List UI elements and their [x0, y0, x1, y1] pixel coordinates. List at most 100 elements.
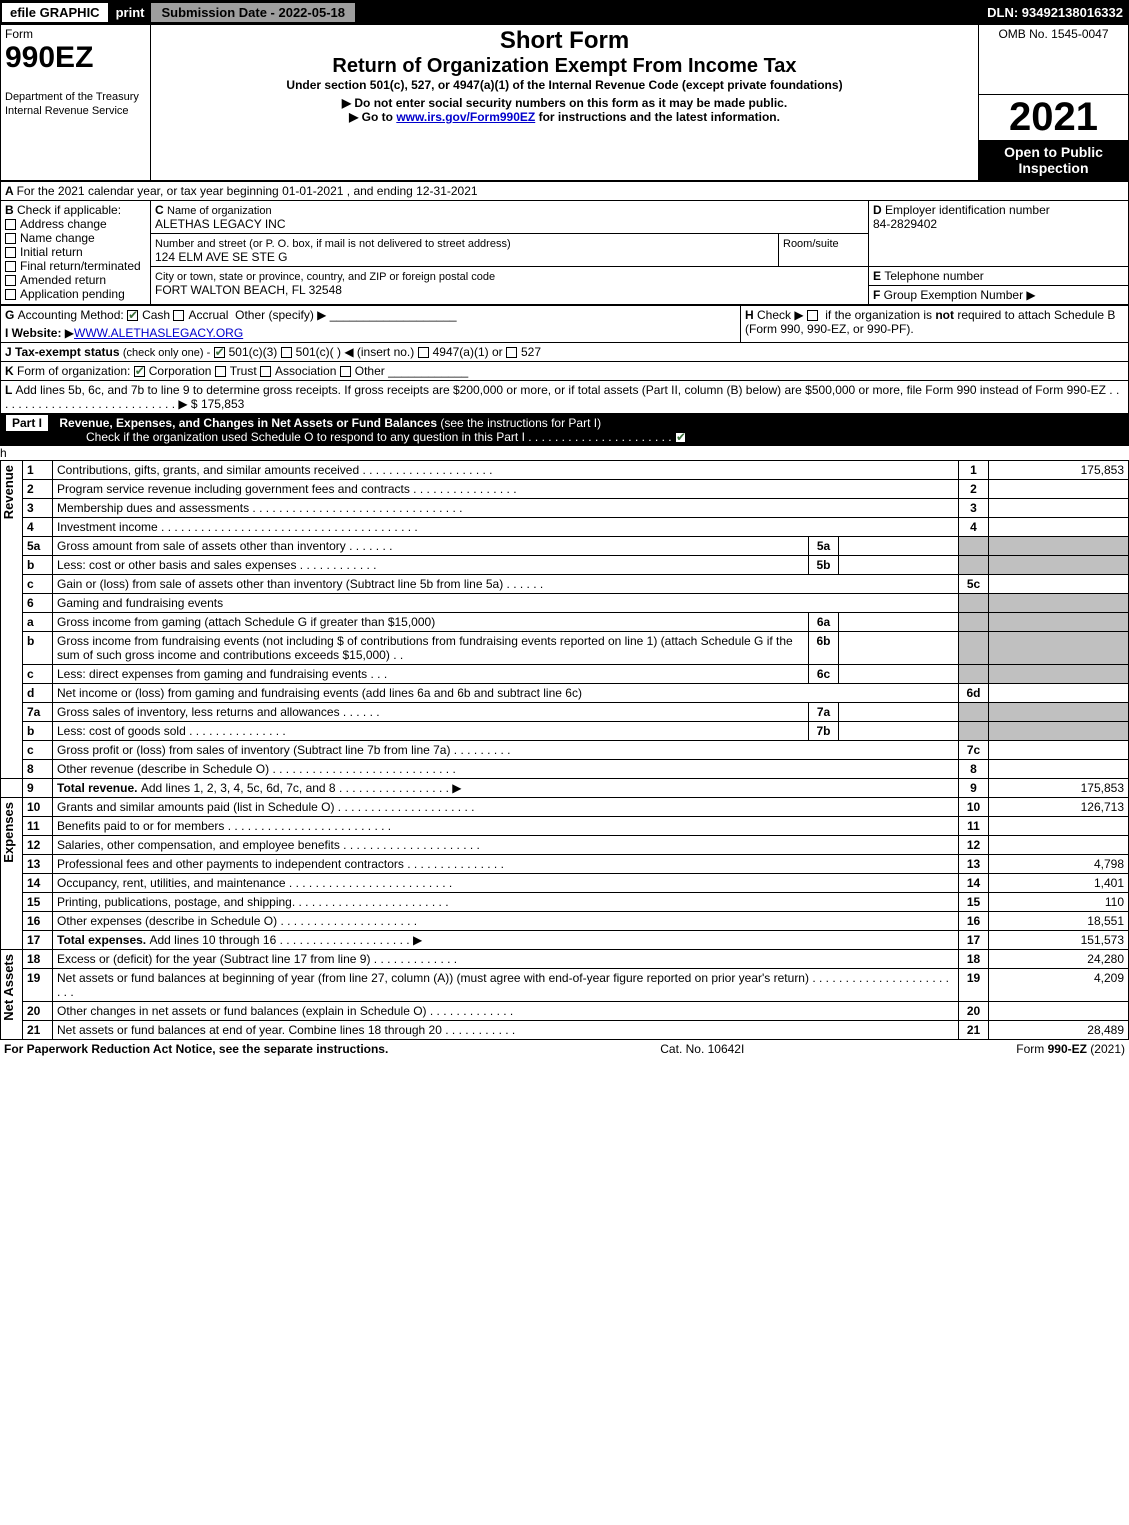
checkbox-501c[interactable]	[281, 347, 292, 358]
line-rn: 1	[959, 460, 989, 479]
shaded-cell	[989, 593, 1129, 612]
line-text: Other revenue (describe in Schedule O) .…	[53, 759, 959, 778]
sub-amt	[839, 555, 959, 574]
line-text: Gross income from gaming (attach Schedul…	[53, 612, 809, 631]
g-accrual: Accrual	[188, 308, 228, 322]
h-text: if the organization is	[825, 308, 935, 322]
b-label: Check if applicable:	[17, 203, 121, 217]
line-num: 21	[23, 1020, 53, 1039]
line-amt	[989, 517, 1129, 536]
shaded-cell	[959, 721, 989, 740]
line-amt: 175,853	[989, 778, 1129, 797]
street-value: 124 ELM AVE SE STE G	[155, 250, 288, 264]
line-tail: Add lines 1, 2, 3, 4, 5c, 6d, 7c, and 8 …	[141, 781, 462, 795]
line-text: Membership dues and assessments . . . . …	[53, 498, 959, 517]
footer-left: For Paperwork Reduction Act Notice, see …	[4, 1042, 388, 1056]
checkbox-amended-return[interactable]	[5, 275, 16, 286]
sub-amt	[839, 631, 959, 664]
line-rn: 7c	[959, 740, 989, 759]
line-num: 12	[23, 835, 53, 854]
print-label[interactable]: print	[110, 5, 151, 20]
h-not: not	[935, 308, 954, 322]
line-num: 5a	[23, 536, 53, 555]
sub-amt	[839, 536, 959, 555]
checkbox-initial-return[interactable]	[5, 247, 16, 258]
revenue-label: Revenue	[1, 461, 16, 523]
j-opt3: 4947(a)(1) or	[433, 345, 503, 359]
checkbox-501c3[interactable]	[214, 347, 225, 358]
irs-label: Internal Revenue Service	[5, 105, 129, 117]
info-table: A For the 2021 calendar year, or tax yea…	[0, 181, 1129, 305]
line-num: 4	[23, 517, 53, 536]
line-num: d	[23, 683, 53, 702]
checkbox-name-change[interactable]	[5, 233, 16, 244]
checkbox-accrual[interactable]	[173, 310, 184, 321]
shaded-cell	[989, 536, 1129, 555]
c-label: Name of organization	[167, 205, 272, 217]
checkbox-trust[interactable]	[215, 366, 226, 377]
line-text: Other expenses (describe in Schedule O) …	[53, 911, 959, 930]
line-text: Salaries, other compensation, and employ…	[53, 835, 959, 854]
ghij-table: G Accounting Method: Cash Accrual Other …	[0, 305, 1129, 414]
note-ssn: Do not enter social security numbers on …	[354, 96, 787, 110]
k-assoc: Association	[275, 364, 336, 378]
checkbox-4947[interactable]	[418, 347, 429, 358]
checkbox-corp[interactable]	[134, 366, 145, 377]
sub-num: 6b	[809, 631, 839, 664]
checkbox-other[interactable]	[340, 366, 351, 377]
checkbox-application-pending[interactable]	[5, 289, 16, 300]
irs-link[interactable]: www.irs.gov/Form990EZ	[396, 110, 535, 124]
line-text: Less: cost of goods sold . . . . . . . .…	[53, 721, 809, 740]
line-rn: 9	[959, 778, 989, 797]
line-num: 8	[23, 759, 53, 778]
checkbox-527[interactable]	[506, 347, 517, 358]
shaded-cell	[959, 702, 989, 721]
line-num: 15	[23, 892, 53, 911]
part-i-title: Revenue, Expenses, and Changes in Net As…	[59, 416, 437, 430]
g-cash: Cash	[142, 308, 170, 322]
street-label: Number and street (or P. O. box, if mail…	[155, 238, 511, 250]
checkbox-assoc[interactable]	[260, 366, 271, 377]
b-item-4: Amended return	[20, 273, 106, 287]
form-number: 990EZ	[5, 41, 93, 74]
line-text: Professional fees and other payments to …	[53, 854, 959, 873]
footer-right-form: 990-EZ	[1048, 1042, 1087, 1056]
line-amt: 151,573	[989, 930, 1129, 949]
checkbox-h[interactable]	[807, 310, 818, 321]
form-word: Form	[5, 27, 33, 41]
checkbox-final-return[interactable]	[5, 261, 16, 272]
line-amt: 24,280	[989, 949, 1129, 968]
line-num: c	[23, 574, 53, 593]
line-text: Gross profit or (loss) from sales of inv…	[53, 740, 959, 759]
shaded-cell	[959, 631, 989, 664]
line-rn: 11	[959, 816, 989, 835]
k-other: Other	[355, 364, 385, 378]
sub-amt	[839, 612, 959, 631]
line-amt: 4,798	[989, 854, 1129, 873]
line-amt	[989, 683, 1129, 702]
line-rn: 16	[959, 911, 989, 930]
city-value: FORT WALTON BEACH, FL 32548	[155, 283, 342, 297]
checkbox-cash[interactable]	[127, 310, 138, 321]
arrow-icon	[342, 96, 351, 110]
sub-num: 5b	[809, 555, 839, 574]
shaded-cell	[959, 555, 989, 574]
part-i-label: Part I	[6, 415, 48, 431]
arrow-icon	[65, 326, 74, 340]
b-item-2: Initial return	[20, 245, 83, 259]
line-text: Contributions, gifts, grants, and simila…	[53, 460, 959, 479]
checkbox-address-change[interactable]	[5, 219, 16, 230]
org-name: ALETHAS LEGACY INC	[155, 217, 286, 231]
website-link[interactable]: WWW.ALETHASLEGACY.ORG	[74, 326, 243, 340]
line-amt	[989, 740, 1129, 759]
shaded-cell	[959, 664, 989, 683]
k-label: Form of organization:	[17, 364, 130, 378]
checkbox-schedule-o[interactable]	[675, 432, 686, 443]
line-bold: Total revenue.	[57, 781, 141, 795]
line-num: c	[23, 664, 53, 683]
line-rn: 2	[959, 479, 989, 498]
dln-label: DLN: 93492138016332	[987, 5, 1129, 20]
line-amt: 110	[989, 892, 1129, 911]
line-num: 6	[23, 593, 53, 612]
line-rn: 8	[959, 759, 989, 778]
